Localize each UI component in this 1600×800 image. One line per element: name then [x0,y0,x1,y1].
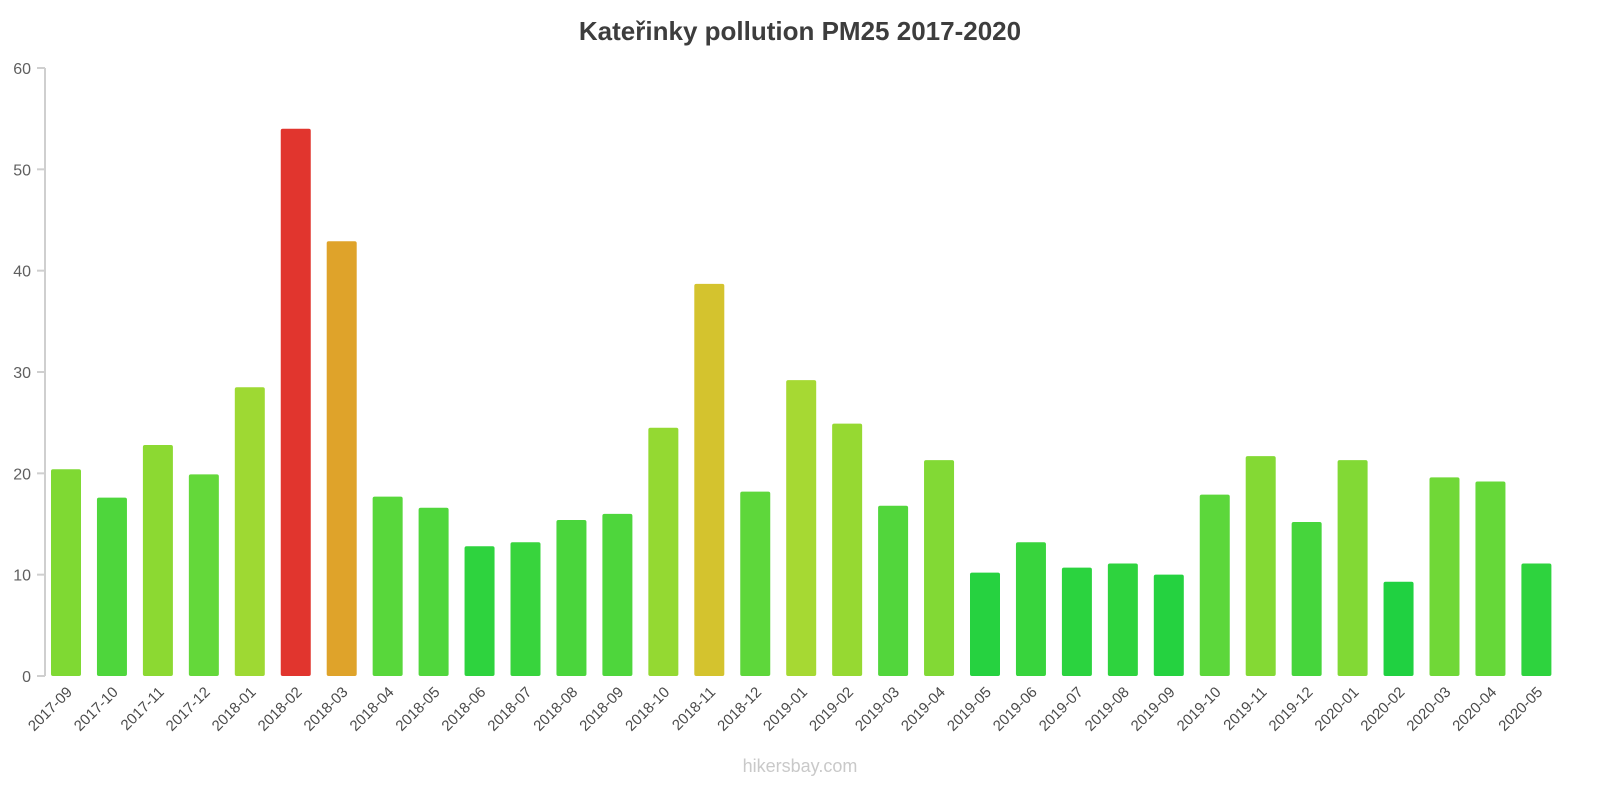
x-tick-label: 2017-12 [163,684,214,735]
x-tick-label: 2020-04 [1449,684,1500,735]
bar-2018-04 [372,496,403,676]
bar-2019-08 [1107,563,1138,676]
y-tick-label: 60 [13,61,31,78]
bar-2018-08 [556,519,587,676]
bar-2018-09 [602,513,633,676]
bar-2017-10 [96,497,127,676]
x-tick-label: 2019-04 [898,684,949,735]
x-tick-label: 2018-03 [301,684,352,735]
x-tick-label: 2017-11 [118,684,168,734]
bar-2020-04 [1475,481,1506,676]
y-tick-label: 0 [22,669,31,686]
x-tick-label: 2019-07 [1036,684,1087,735]
bar-2019-06 [1015,542,1046,676]
bar-2018-11 [694,283,725,676]
x-tick-label: 2018-12 [714,684,765,735]
x-tick-label: 2019-03 [852,684,903,735]
bar-2018-01 [234,387,265,676]
y-tick-label: 40 [13,264,31,281]
x-tick-label: 2017-09 [25,684,76,735]
chart-title: Kateřinky pollution PM25 2017-2020 [579,16,1021,46]
bar-2020-01 [1337,460,1368,676]
watermark: hikersbay.com [743,756,858,776]
x-tick-label: 2018-04 [347,684,398,735]
x-tick-label: 2020-03 [1403,684,1454,735]
y-tick-label: 50 [13,162,31,179]
x-tick-label: 2020-01 [1311,684,1362,735]
y-tick-label: 10 [13,568,31,585]
bar-2020-05 [1521,563,1552,676]
bar-2019-02 [832,423,863,676]
bar-2019-09 [1153,574,1184,676]
x-tick-label: 2019-11 [1220,684,1270,734]
x-tick-label: 2019-02 [806,684,857,735]
x-tick-label: 2020-02 [1357,684,1408,735]
x-tick-label: 2018-01 [209,684,260,735]
x-tick-label: 2019-09 [1128,684,1179,735]
bar-2020-03 [1429,477,1460,676]
bar-2019-11 [1245,456,1276,676]
x-tick-label: 2019-08 [1082,684,1133,735]
bar-2017-11 [142,444,173,676]
x-tick-label: 2018-05 [392,684,443,735]
x-tick-label: 2018-09 [576,684,627,735]
y-axis: 0 10 20 30 40 50 60 [13,61,46,686]
x-tick-label: 2018-11 [669,684,719,734]
bar-2018-02 [280,128,311,677]
x-tick-label: 2019-01 [760,684,811,735]
bar-2019-04 [924,460,955,676]
x-tick-label: 2019-12 [1266,684,1317,735]
bar-2018-05 [418,507,449,676]
bar-2018-07 [510,542,541,676]
bar-2018-10 [648,427,679,676]
x-tick-label: 2019-06 [990,684,1041,735]
bar-2018-03 [326,241,357,676]
x-tick-label: 2019-10 [1174,684,1225,735]
x-tick-label: 2018-06 [438,684,489,735]
x-tick-label: 2017-10 [71,684,122,735]
bar-2019-10 [1199,494,1230,676]
x-tick-label: 2019-05 [944,684,995,735]
y-tick-label: 30 [13,365,31,382]
bar-2019-01 [786,380,817,676]
bar-2019-07 [1061,567,1092,676]
x-tick-label: 2018-10 [622,684,673,735]
bar-2019-03 [878,505,909,676]
x-tick-label: 2018-02 [255,684,306,735]
y-tick-label: 20 [13,466,31,483]
x-tick-label: 2018-08 [530,684,581,735]
bar-2017-12 [188,474,219,676]
bar-2017-09 [51,469,81,676]
bar-2018-06 [464,546,495,676]
bar-2018-12 [740,491,771,676]
bar-2019-05 [970,572,1000,676]
x-tick-label: 2018-07 [484,684,535,735]
bar-2019-12 [1291,521,1322,676]
x-tick-label: 2020-05 [1495,684,1546,735]
bars: 2017-092017-102017-112017-122018-012018-… [25,128,1552,735]
bar-2020-02 [1383,581,1414,676]
